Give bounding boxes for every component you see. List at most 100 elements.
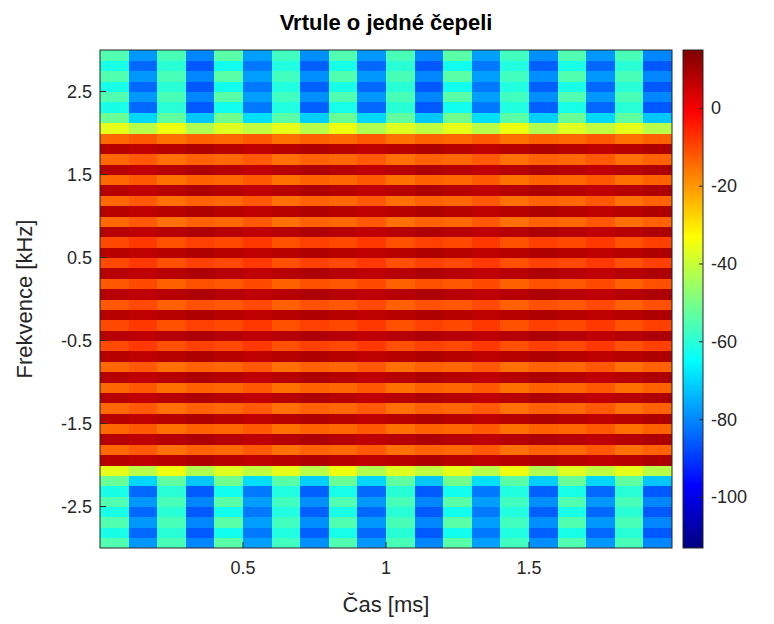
- cell: [186, 496, 215, 507]
- cell: [500, 341, 529, 352]
- cell: [272, 195, 301, 206]
- cell: [386, 289, 415, 300]
- cell: [500, 330, 529, 341]
- cell: [586, 382, 615, 393]
- cell: [443, 403, 472, 414]
- cell: [500, 175, 529, 186]
- cell: [300, 309, 329, 320]
- cell: [214, 361, 243, 372]
- cell: [386, 206, 415, 217]
- cell: [586, 320, 615, 331]
- cell: [472, 403, 501, 414]
- cell: [243, 216, 272, 227]
- cell: [186, 309, 215, 320]
- cell: [615, 258, 644, 269]
- cell: [529, 102, 558, 113]
- cell: [386, 71, 415, 82]
- cell: [186, 71, 215, 82]
- cell: [357, 175, 386, 186]
- cell: [386, 413, 415, 424]
- cell: [329, 475, 358, 486]
- cell: [300, 320, 329, 331]
- cell: [529, 341, 558, 352]
- cell: [243, 538, 272, 548]
- cell: [214, 538, 243, 548]
- cell: [443, 112, 472, 123]
- cell: [186, 258, 215, 269]
- cell: [243, 444, 272, 455]
- cell: [586, 527, 615, 538]
- cell: [272, 424, 301, 435]
- colorbar-tick-label: -100: [711, 487, 747, 507]
- cell: [214, 226, 243, 237]
- cell: [329, 60, 358, 71]
- cell: [100, 455, 129, 466]
- y-tick-label: 0.5: [67, 248, 92, 268]
- cell: [357, 102, 386, 113]
- cell: [472, 112, 501, 123]
- x-axis-title: Čas [ms]: [343, 592, 430, 617]
- cell: [129, 216, 158, 227]
- cell: [500, 81, 529, 92]
- cell: [129, 538, 158, 548]
- cell: [300, 382, 329, 393]
- cell: [300, 289, 329, 300]
- cell: [643, 133, 672, 144]
- cell: [357, 517, 386, 528]
- cell: [100, 81, 129, 92]
- cell: [529, 330, 558, 341]
- cell: [100, 424, 129, 435]
- cell: [329, 330, 358, 341]
- cell: [357, 60, 386, 71]
- cell: [500, 527, 529, 538]
- cell: [100, 330, 129, 341]
- cell: [443, 123, 472, 134]
- cell: [157, 309, 186, 320]
- y-tick: [100, 91, 106, 92]
- cell: [443, 278, 472, 289]
- cell: [415, 444, 444, 455]
- cell: [586, 444, 615, 455]
- cell: [615, 268, 644, 279]
- cell: [357, 309, 386, 320]
- cell: [558, 392, 587, 403]
- cell: [415, 351, 444, 362]
- cell: [157, 237, 186, 248]
- cell: [100, 538, 129, 548]
- cell: [529, 455, 558, 466]
- cell: [443, 538, 472, 548]
- cell: [357, 465, 386, 476]
- cell: [386, 81, 415, 92]
- cell: [272, 102, 301, 113]
- cell: [386, 538, 415, 548]
- cell: [558, 258, 587, 269]
- cell: [329, 455, 358, 466]
- cell: [157, 71, 186, 82]
- cell: [443, 92, 472, 103]
- cell: [529, 527, 558, 538]
- cell: [558, 133, 587, 144]
- chart: 0.511.5-2.5-1.5-0.50.51.52.5Vrtule o jed…: [0, 0, 774, 624]
- cell: [386, 403, 415, 414]
- cell: [272, 538, 301, 548]
- cell: [558, 247, 587, 258]
- cell: [415, 517, 444, 528]
- cell: [529, 299, 558, 310]
- cell: [300, 538, 329, 548]
- cell: [443, 60, 472, 71]
- cell: [415, 289, 444, 300]
- cell: [357, 123, 386, 134]
- cell: [100, 154, 129, 165]
- cell: [529, 226, 558, 237]
- cell: [529, 133, 558, 144]
- cell: [243, 372, 272, 383]
- cell: [558, 185, 587, 196]
- cell: [157, 81, 186, 92]
- cell: [357, 50, 386, 61]
- cell: [443, 226, 472, 237]
- cell: [643, 81, 672, 92]
- cell: [214, 289, 243, 300]
- cell: [643, 330, 672, 341]
- cell: [558, 507, 587, 518]
- cell: [186, 185, 215, 196]
